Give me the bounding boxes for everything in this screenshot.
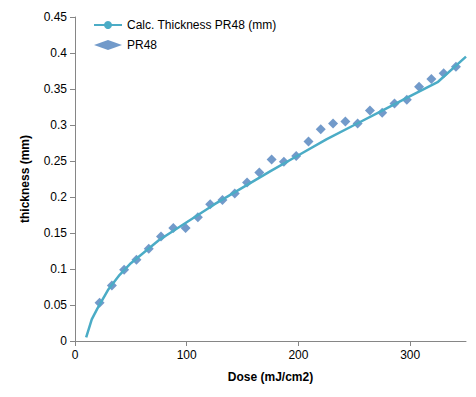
svg-text:0.3: 0.3: [50, 118, 67, 132]
svg-text:0: 0: [72, 348, 79, 362]
svg-text:0.25: 0.25: [44, 154, 68, 168]
svg-text:thickness (mm): thickness (mm): [18, 135, 32, 223]
svg-text:0.15: 0.15: [44, 226, 68, 240]
svg-text:0.1: 0.1: [50, 262, 67, 276]
svg-text:0: 0: [60, 334, 67, 348]
svg-text:100: 100: [177, 348, 197, 362]
svg-text:200: 200: [288, 348, 308, 362]
svg-text:300: 300: [400, 348, 420, 362]
svg-text:PR48: PR48: [127, 38, 157, 52]
svg-text:Calc. Thickness PR48 (mm): Calc. Thickness PR48 (mm): [127, 18, 276, 32]
svg-text:0.45: 0.45: [44, 10, 68, 24]
svg-text:0.4: 0.4: [50, 46, 67, 60]
svg-text:Dose (mJ/cm2): Dose (mJ/cm2): [228, 370, 313, 384]
svg-text:0.05: 0.05: [44, 298, 68, 312]
svg-text:0.2: 0.2: [50, 190, 67, 204]
svg-text:0.35: 0.35: [44, 82, 68, 96]
